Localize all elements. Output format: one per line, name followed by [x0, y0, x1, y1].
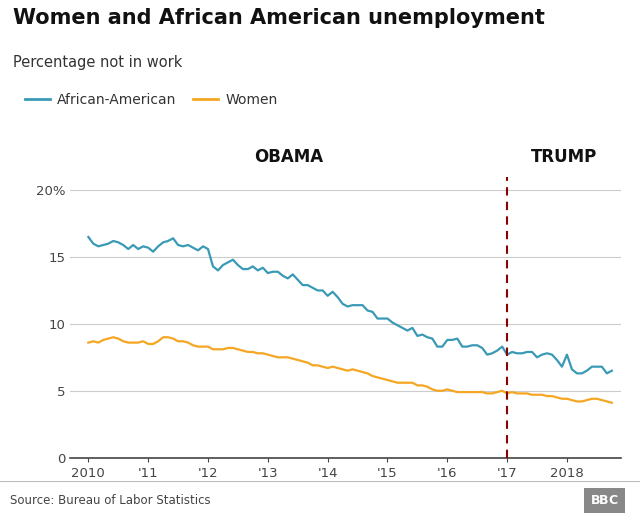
FancyBboxPatch shape [593, 488, 617, 513]
Text: OBAMA: OBAMA [254, 148, 323, 165]
Text: C: C [608, 494, 617, 507]
Text: B: B [591, 494, 600, 507]
Legend: African-American, Women: African-American, Women [20, 87, 283, 113]
Text: Source: Bureau of Labor Statistics: Source: Bureau of Labor Statistics [10, 494, 210, 507]
FancyBboxPatch shape [601, 488, 625, 513]
Text: Percentage not in work: Percentage not in work [13, 55, 182, 70]
FancyBboxPatch shape [584, 488, 609, 513]
Text: B: B [599, 494, 609, 507]
Text: Women and African American unemployment: Women and African American unemployment [13, 8, 545, 28]
Text: TRUMP: TRUMP [531, 148, 597, 165]
